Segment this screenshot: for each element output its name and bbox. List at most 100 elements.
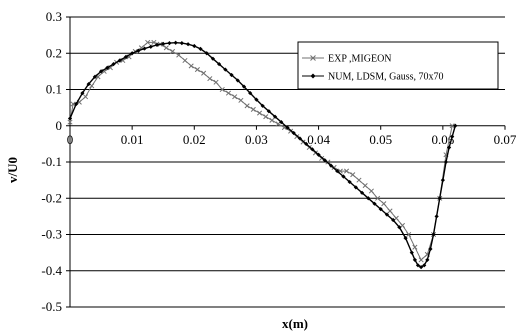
- point-0-20: [188, 63, 194, 69]
- point-1-34: [279, 120, 284, 125]
- point-0-29: [244, 103, 250, 109]
- point-0-62: [449, 123, 455, 129]
- point-1-53: [397, 225, 402, 230]
- point-0-23: [207, 76, 213, 82]
- point-1-63: [434, 214, 439, 219]
- point-1-6: [105, 65, 110, 70]
- point-1-5: [98, 69, 104, 74]
- point-1-46: [353, 185, 358, 190]
- point-1-9: [123, 54, 129, 59]
- point-1-18: [179, 41, 184, 46]
- point-1-14: [154, 42, 160, 48]
- y-tick-label-3: 0: [56, 118, 63, 133]
- legend-marker-1: [310, 73, 316, 79]
- point-0-31: [256, 110, 263, 116]
- point-1-58: [419, 265, 424, 270]
- point-1-37: [297, 136, 303, 141]
- point-1-33: [272, 114, 278, 119]
- point-1-49: [372, 201, 377, 206]
- point-1-48: [366, 196, 371, 201]
- point-1-68: [450, 134, 455, 139]
- point-1-1: [74, 101, 79, 107]
- point-1-43: [335, 168, 340, 174]
- point-1-56: [412, 257, 417, 262]
- point-1-8: [117, 58, 122, 63]
- point-1-50: [378, 207, 383, 212]
- x-tick-label-3: 0.03: [245, 132, 268, 147]
- point-1-59: [422, 263, 427, 268]
- y-tick-label-4: -0.1: [41, 154, 62, 169]
- point-1-24: [217, 62, 222, 67]
- legend-label-0: EXP ,MIGEON: [328, 54, 392, 65]
- x-tick-label-0: 0: [67, 132, 74, 147]
- point-1-22: [204, 51, 209, 56]
- legend-marker-0: [310, 55, 316, 61]
- point-1-3: [86, 81, 91, 87]
- point-1-54: [403, 236, 408, 241]
- y-tick-labels: 0.3 0.2 0.1 0 -0.1 -0.2 -0.3 -0.4 -0.5: [41, 9, 62, 314]
- point-0-14: [151, 39, 157, 45]
- point-1-64: [437, 196, 442, 201]
- point-1-0: [67, 116, 73, 121]
- point-0-50: [375, 195, 381, 201]
- point-1-52: [391, 217, 396, 223]
- point-0-33: [269, 117, 275, 123]
- point-1-67: [446, 145, 452, 150]
- point-1-29: [248, 91, 253, 96]
- point-0-52: [387, 208, 393, 214]
- x-tick-label-4: 0.04: [307, 132, 330, 147]
- point-1-42: [328, 163, 334, 168]
- point-0-32: [263, 114, 269, 120]
- axes: [66, 16, 506, 308]
- point-1-51: [384, 212, 390, 217]
- point-0-19: [182, 57, 188, 64]
- point-1-30: [254, 97, 259, 102]
- x-tick-label-5: 0.05: [369, 132, 392, 147]
- point-0-57: [418, 257, 424, 263]
- point-1-47: [359, 190, 365, 195]
- point-1-55: [409, 250, 414, 255]
- point-1-44: [341, 174, 346, 179]
- point-0-3: [82, 94, 89, 100]
- gridlines: [70, 16, 505, 308]
- point-1-35: [285, 125, 290, 130]
- x-axis-title: x(m): [282, 316, 308, 331]
- point-1-61: [428, 246, 433, 252]
- point-0-1: [70, 101, 76, 107]
- point-1-31: [260, 103, 265, 108]
- point-1-65: [440, 178, 445, 183]
- point-1-21: [198, 46, 203, 51]
- point-1-4: [92, 74, 97, 79]
- legend: EXP ,MIGEON NUM, LDSM, Gauss, 70x70: [297, 41, 499, 90]
- point-0-56: [412, 244, 418, 250]
- point-0-16: [163, 45, 169, 51]
- point-0-48: [362, 183, 368, 189]
- point-1-12: [142, 46, 147, 51]
- y-tick-label-8: -0.5: [41, 299, 62, 314]
- point-1-60: [425, 257, 430, 262]
- point-1-17: [173, 40, 178, 45]
- y-tick-label-1: 0.2: [46, 45, 62, 60]
- y-tick-label-0: 0.3: [46, 9, 62, 24]
- point-0-45: [343, 168, 350, 174]
- x-tick-label-7: 0.07: [494, 132, 517, 147]
- point-0-30: [250, 106, 256, 112]
- y-tick-label-6: -0.3: [41, 227, 62, 242]
- legend-item-0: EXP ,MIGEON: [302, 54, 392, 65]
- point-1-45: [347, 179, 352, 185]
- point-0-51: [381, 201, 387, 207]
- y-tick-label-2: 0.1: [46, 82, 62, 97]
- point-1-19: [185, 42, 191, 47]
- point-1-10: [130, 51, 135, 56]
- point-1-66: [443, 159, 449, 165]
- legend-box: [297, 41, 499, 90]
- point-1-62: [431, 232, 436, 237]
- series-group: [67, 39, 458, 270]
- point-1-26: [229, 72, 234, 78]
- point-1-25: [223, 67, 228, 72]
- series-1: [67, 40, 458, 270]
- legend-item-1: NUM, LDSM, Gauss, 70x70: [302, 72, 444, 83]
- point-1-39: [310, 147, 315, 152]
- point-1-32: [266, 109, 271, 114]
- x-tick-label-2: 0.02: [183, 132, 206, 147]
